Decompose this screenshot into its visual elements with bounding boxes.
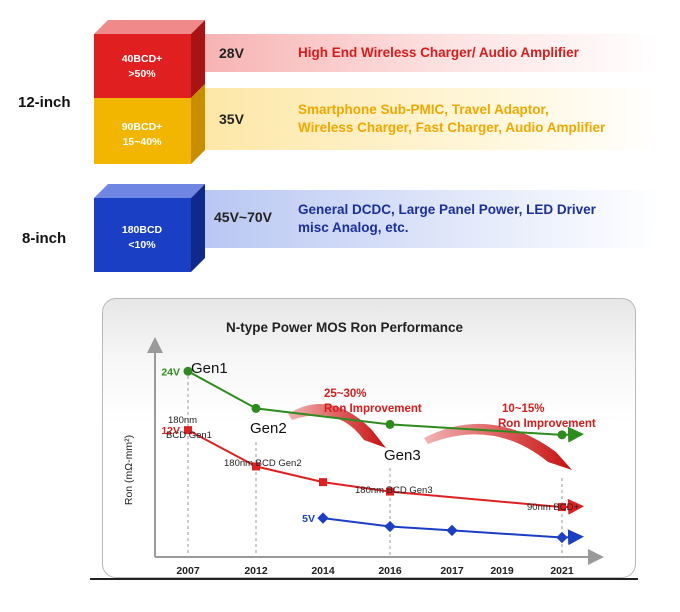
x-tick-2016: 2016 [378,565,402,577]
tier-2-voltage: 35V [219,111,244,127]
tier-2-share: 15~40% [123,136,162,148]
tier-2-app-line-1: Smartphone Sub-PMIC, Travel Adaptor, [298,102,549,117]
tier-1-apps: High End Wireless Charger/ Audio Amplifi… [298,44,579,62]
point-12V-2014 [319,478,327,487]
band-tier-2 [200,88,660,150]
series-label-5V: 5V [302,513,315,525]
tier-3-app-line-1: General DCDC, Large Panel Power, LED Dri… [298,202,596,217]
gen3-label: Gen3 [384,447,421,464]
point-12V-2021 [558,503,566,512]
tier-1-node: 40BCD+ [122,53,163,65]
tier-3-node: 180BCD [122,224,163,236]
point-5V-2014 [317,512,329,524]
cube-blue-front [94,198,191,272]
cube-blue-top [94,184,205,198]
cube-red-front [94,34,191,98]
cube-red-top [94,20,205,34]
cube-blue-side [191,184,205,272]
tier-1-app-line: High End Wireless Charger/ Audio Amplifi… [298,45,579,60]
point-5V-2016 [384,520,396,533]
tier-1-share: >50% [128,68,156,80]
point-24V-2016 [385,419,395,429]
tier-2-app-line-2: Wireless Charger, Fast Charger, Audio Am… [298,120,606,135]
point-12V-2016 [386,487,394,496]
node-guides [187,376,563,557]
cube-red-side [191,20,205,98]
improvement-1-text: Ron Improvement [324,403,422,415]
point-24V-2021 [557,430,567,440]
improvement-1-percent: 25~30% [324,388,367,400]
gen1-node-line-2: BCD Gen1 [166,430,212,441]
chart-title: N-type Power MOS Ron Performance [226,320,464,335]
x-tick-2017: 2017 [440,565,464,577]
tier-3-app-line-2: misc Analog, etc. [298,220,409,235]
point-5V-2021 [556,531,568,544]
improvement-2-percent: 10~15% [502,403,545,415]
cube-yellow-side [191,84,205,164]
tier-2-node: 90BCD+ [122,121,163,133]
cube-yellow-front [94,98,191,164]
gen2-label: Gen2 [250,420,287,437]
gen2-node-label: 180nm BCD Gen2 [224,458,302,469]
point-24V-2007 [183,366,193,376]
x-tick-2012: 2012 [244,565,268,577]
improvement-arrow-2 [424,423,572,470]
band-tier-3 [200,190,660,248]
x-tick-2019: 2019 [490,565,514,577]
last-node-label: 90nm BCD+ [527,502,579,513]
tier-2-apps: Smartphone Sub-PMIC, Travel Adaptor, Wir… [298,101,605,137]
gen3-node-label: 180nm BCD Gen3 [355,485,433,496]
tier-1-voltage: 28V [219,45,244,61]
tier-3-voltage: 45V~70V [214,209,272,225]
x-tick-2014: 2014 [311,565,335,577]
x-tick-2007: 2007 [176,565,200,577]
wafer-12-inch-label: 12-inch [18,94,71,111]
bottom-rule [90,578,638,580]
wafer-8-inch-label: 8-inch [22,230,67,247]
gen1-label: Gen1 [191,360,228,377]
band-tier-1 [200,34,660,72]
tier-3-apps: General DCDC, Large Panel Power, LED Dri… [298,201,596,237]
x-tick-2021: 2021 [550,565,574,577]
series-label-12V: 12V [161,425,180,437]
plot-layer: 2007 2012 2014 2016 2017 2019 2021 24V 12V 5V [161,366,584,577]
tier-graphic: 40BCD+ >50% 90BCD+ 15~40% 180BCD <10% [94,20,660,272]
point-24V-2012 [251,403,261,413]
tier-3-share: <10% [128,239,156,251]
gen1-node-line-1: 180nm [168,415,197,426]
point-12V-2012 [252,462,260,471]
improvement-2-text: Ron Improvement [498,418,596,430]
point-5V-2017 [446,524,458,537]
y-axis-label: Ron (mΩ-mm²) [123,435,135,505]
point-12V-2007 [184,426,192,435]
series-label-24V: 24V [161,366,180,378]
